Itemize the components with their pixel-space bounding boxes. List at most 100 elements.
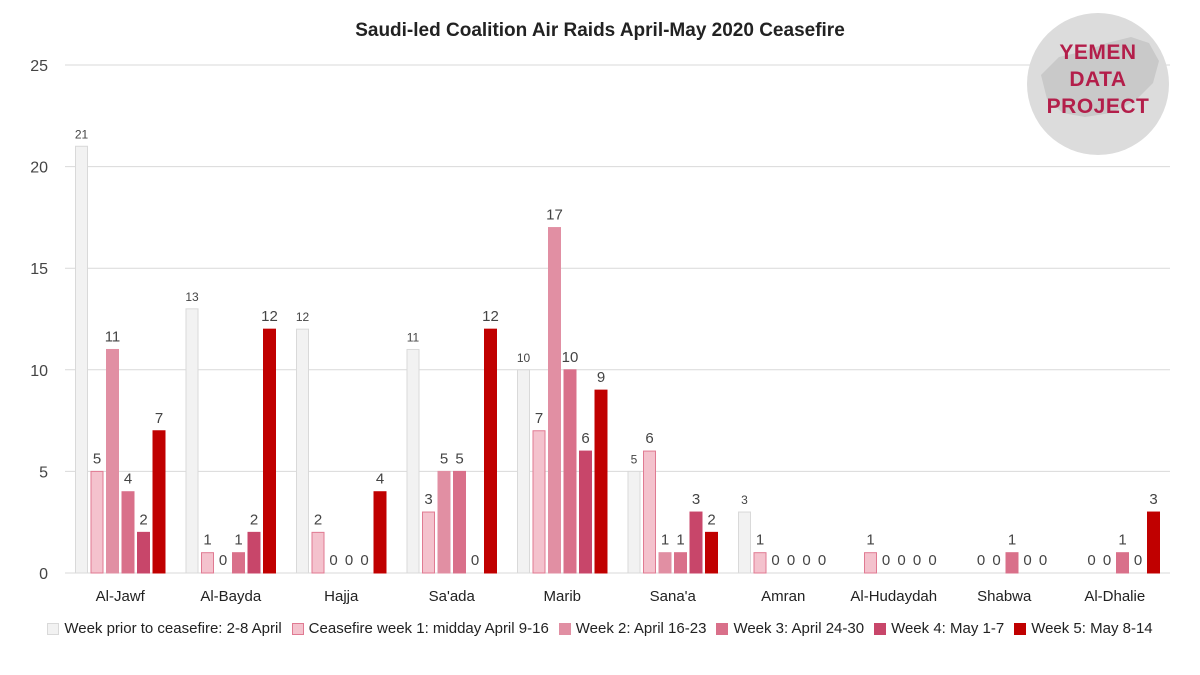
legend-label: Week 2: April 16-23 (575, 620, 707, 637)
bar-6 (263, 328, 276, 574)
bar-3 (106, 348, 119, 574)
legend-item: Week 4: May 1-7 (874, 620, 1004, 637)
data-label: 1 (866, 532, 874, 549)
legend-item: Ceasefire week 1: midday April 9-16 (291, 620, 549, 637)
x-tick-label: Amran (761, 588, 805, 605)
data-label: 2 (139, 511, 147, 528)
bar-1 (185, 308, 199, 574)
x-tick-label: Shabwa (977, 588, 1032, 605)
bar-6 (1147, 511, 1160, 574)
data-label: 3 (692, 491, 700, 508)
data-label: 0 (345, 552, 353, 569)
data-label: 1 (1118, 532, 1126, 549)
chart-title: Saudi-led Coalition Air Raids April-May … (355, 20, 845, 41)
data-label: 0 (329, 552, 337, 569)
data-label: 6 (581, 430, 589, 447)
bar-5 (137, 531, 150, 574)
data-label: 4 (124, 471, 132, 488)
data-label: 3 (1149, 491, 1157, 508)
x-tick-label: Sana'a (650, 588, 697, 605)
data-label: 0 (992, 552, 1000, 569)
yemen-data-project-logo: YEMEN DATA PROJECT (1027, 13, 1169, 155)
data-label: 1 (234, 532, 242, 549)
bar-4 (674, 552, 687, 574)
legend-swatch (716, 622, 729, 635)
bar-5 (689, 511, 703, 574)
data-label: 6 (645, 430, 653, 447)
data-label: 0 (1103, 552, 1111, 569)
data-label: 10 (562, 349, 579, 366)
data-label: 11 (105, 328, 121, 345)
data-label: 0 (219, 552, 227, 569)
legend-swatch (874, 622, 887, 635)
bar-4 (453, 470, 466, 574)
bar-2 (90, 470, 104, 574)
legend-item: Week 5: May 8-14 (1014, 620, 1153, 637)
bar-2 (311, 531, 325, 574)
bar-4 (1005, 552, 1019, 574)
bar-1 (296, 328, 309, 574)
bar-2 (753, 552, 767, 574)
legend-label: Ceasefire week 1: midday April 9-16 (308, 620, 549, 637)
data-label: 7 (535, 410, 543, 427)
data-label: 0 (1023, 552, 1031, 569)
bar-chart: 051015202521511427Al-Jawf13101212Al-Bayd… (30, 58, 1170, 605)
data-label: 5 (455, 450, 463, 467)
data-label: 0 (818, 552, 826, 569)
x-tick-label: Al-Hudaydah (850, 588, 937, 605)
data-label: 5 (631, 452, 638, 466)
legend-swatch (47, 622, 60, 635)
bar-3 (437, 470, 451, 574)
legend-item: Week prior to ceasefire: 2-8 April (47, 620, 282, 637)
bar-4 (563, 369, 577, 574)
data-label: 12 (261, 308, 278, 325)
bar-4 (232, 552, 245, 574)
x-tick-label: Sa'ada (429, 588, 476, 605)
bar-2 (422, 511, 435, 574)
yemen-map-icon (1041, 37, 1159, 117)
legend-label: Week 3: April 24-30 (733, 620, 865, 637)
legend-item: Week 3: April 24-30 (716, 620, 864, 637)
data-label: 13 (185, 290, 199, 304)
data-label: 5 (93, 450, 101, 467)
data-label: 0 (882, 552, 890, 569)
y-tick-label: 25 (30, 58, 48, 75)
bar-1 (75, 145, 88, 574)
data-label: 1 (1008, 532, 1016, 549)
bar-6 (373, 491, 387, 574)
bar-1 (406, 348, 420, 574)
logo-line-1: YEMEN (1059, 41, 1137, 64)
data-label: 21 (75, 127, 89, 141)
x-tick-label: Al-Jawf (96, 588, 146, 605)
data-label: 12 (296, 310, 310, 324)
legend-item: Week 2: April 16-23 (558, 620, 707, 637)
bar-5 (579, 450, 592, 574)
data-label: 10 (517, 351, 531, 365)
data-label: 0 (1134, 552, 1142, 569)
legend-label: Week prior to ceasefire: 2-8 April (64, 620, 282, 637)
data-label: 7 (155, 410, 163, 427)
y-tick-label: 0 (39, 566, 48, 583)
x-tick-label: Al-Bayda (200, 588, 262, 605)
data-label: 12 (482, 308, 499, 325)
bar-1 (738, 511, 751, 574)
bar-3 (658, 552, 672, 574)
bar-3 (548, 227, 561, 574)
bar-6 (705, 531, 718, 574)
data-label: 0 (771, 552, 779, 569)
bar-2 (532, 430, 546, 574)
data-label: 5 (440, 450, 448, 467)
legend-label: Week 4: May 1-7 (891, 620, 1005, 637)
data-label: 1 (203, 532, 211, 549)
legend-swatch (291, 622, 304, 635)
bar-6 (594, 389, 608, 574)
data-label: 0 (1039, 552, 1047, 569)
data-label: 2 (707, 511, 715, 528)
data-label: 9 (597, 369, 605, 386)
data-label: 0 (787, 552, 795, 569)
data-label: 2 (250, 511, 258, 528)
data-label: 1 (661, 532, 669, 549)
data-label: 0 (1087, 552, 1095, 569)
data-label: 4 (376, 471, 384, 488)
data-label: 17 (546, 207, 563, 224)
